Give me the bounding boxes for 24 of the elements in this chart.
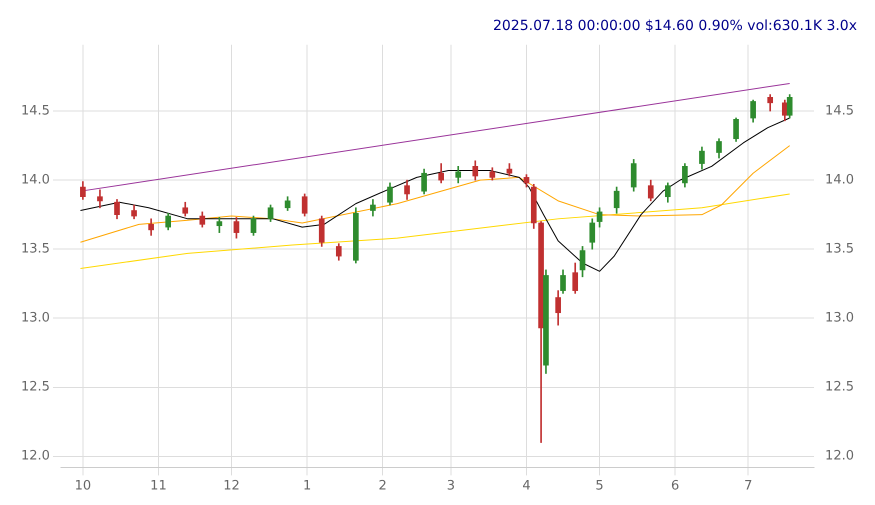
y-tick-label: 12.0 <box>20 448 50 464</box>
x-tick-label: 7 <box>744 478 752 494</box>
y2-tick-label: 14.0 <box>825 172 854 188</box>
x-tick-label: 2 <box>378 478 387 494</box>
x-tick-label: 1 <box>302 478 312 494</box>
y-tick-label: 13.0 <box>20 310 50 326</box>
y2-tick-label: 13.5 <box>825 242 854 257</box>
x-tick-label: 11 <box>150 478 167 494</box>
y2-tick-label: 12.0 <box>825 448 854 464</box>
x-tick-label: 5 <box>595 478 604 494</box>
y2-tick-label: 14.5 <box>825 103 854 118</box>
x-tick-label: 3 <box>446 478 456 494</box>
x-tick-label: 12 <box>223 478 240 494</box>
y-tick-label: 13.5 <box>20 242 50 257</box>
candlestick <box>97 189 103 208</box>
y2-tick-label: 13.0 <box>825 310 854 326</box>
x-tick-label: 6 <box>670 478 680 494</box>
chart-title: 2025.07.18 00:00:00 $14.60 0.90% vol:630.1K 3.0x <box>492 18 857 34</box>
x-tick-label: 4 <box>522 478 531 494</box>
x-tick-label: 10 <box>74 478 92 494</box>
y-tick-label: 14.5 <box>20 103 50 118</box>
y2-tick-label: 12.5 <box>825 380 854 395</box>
y-tick-label: 14.0 <box>20 172 50 188</box>
y-tick-label: 12.5 <box>20 380 50 395</box>
